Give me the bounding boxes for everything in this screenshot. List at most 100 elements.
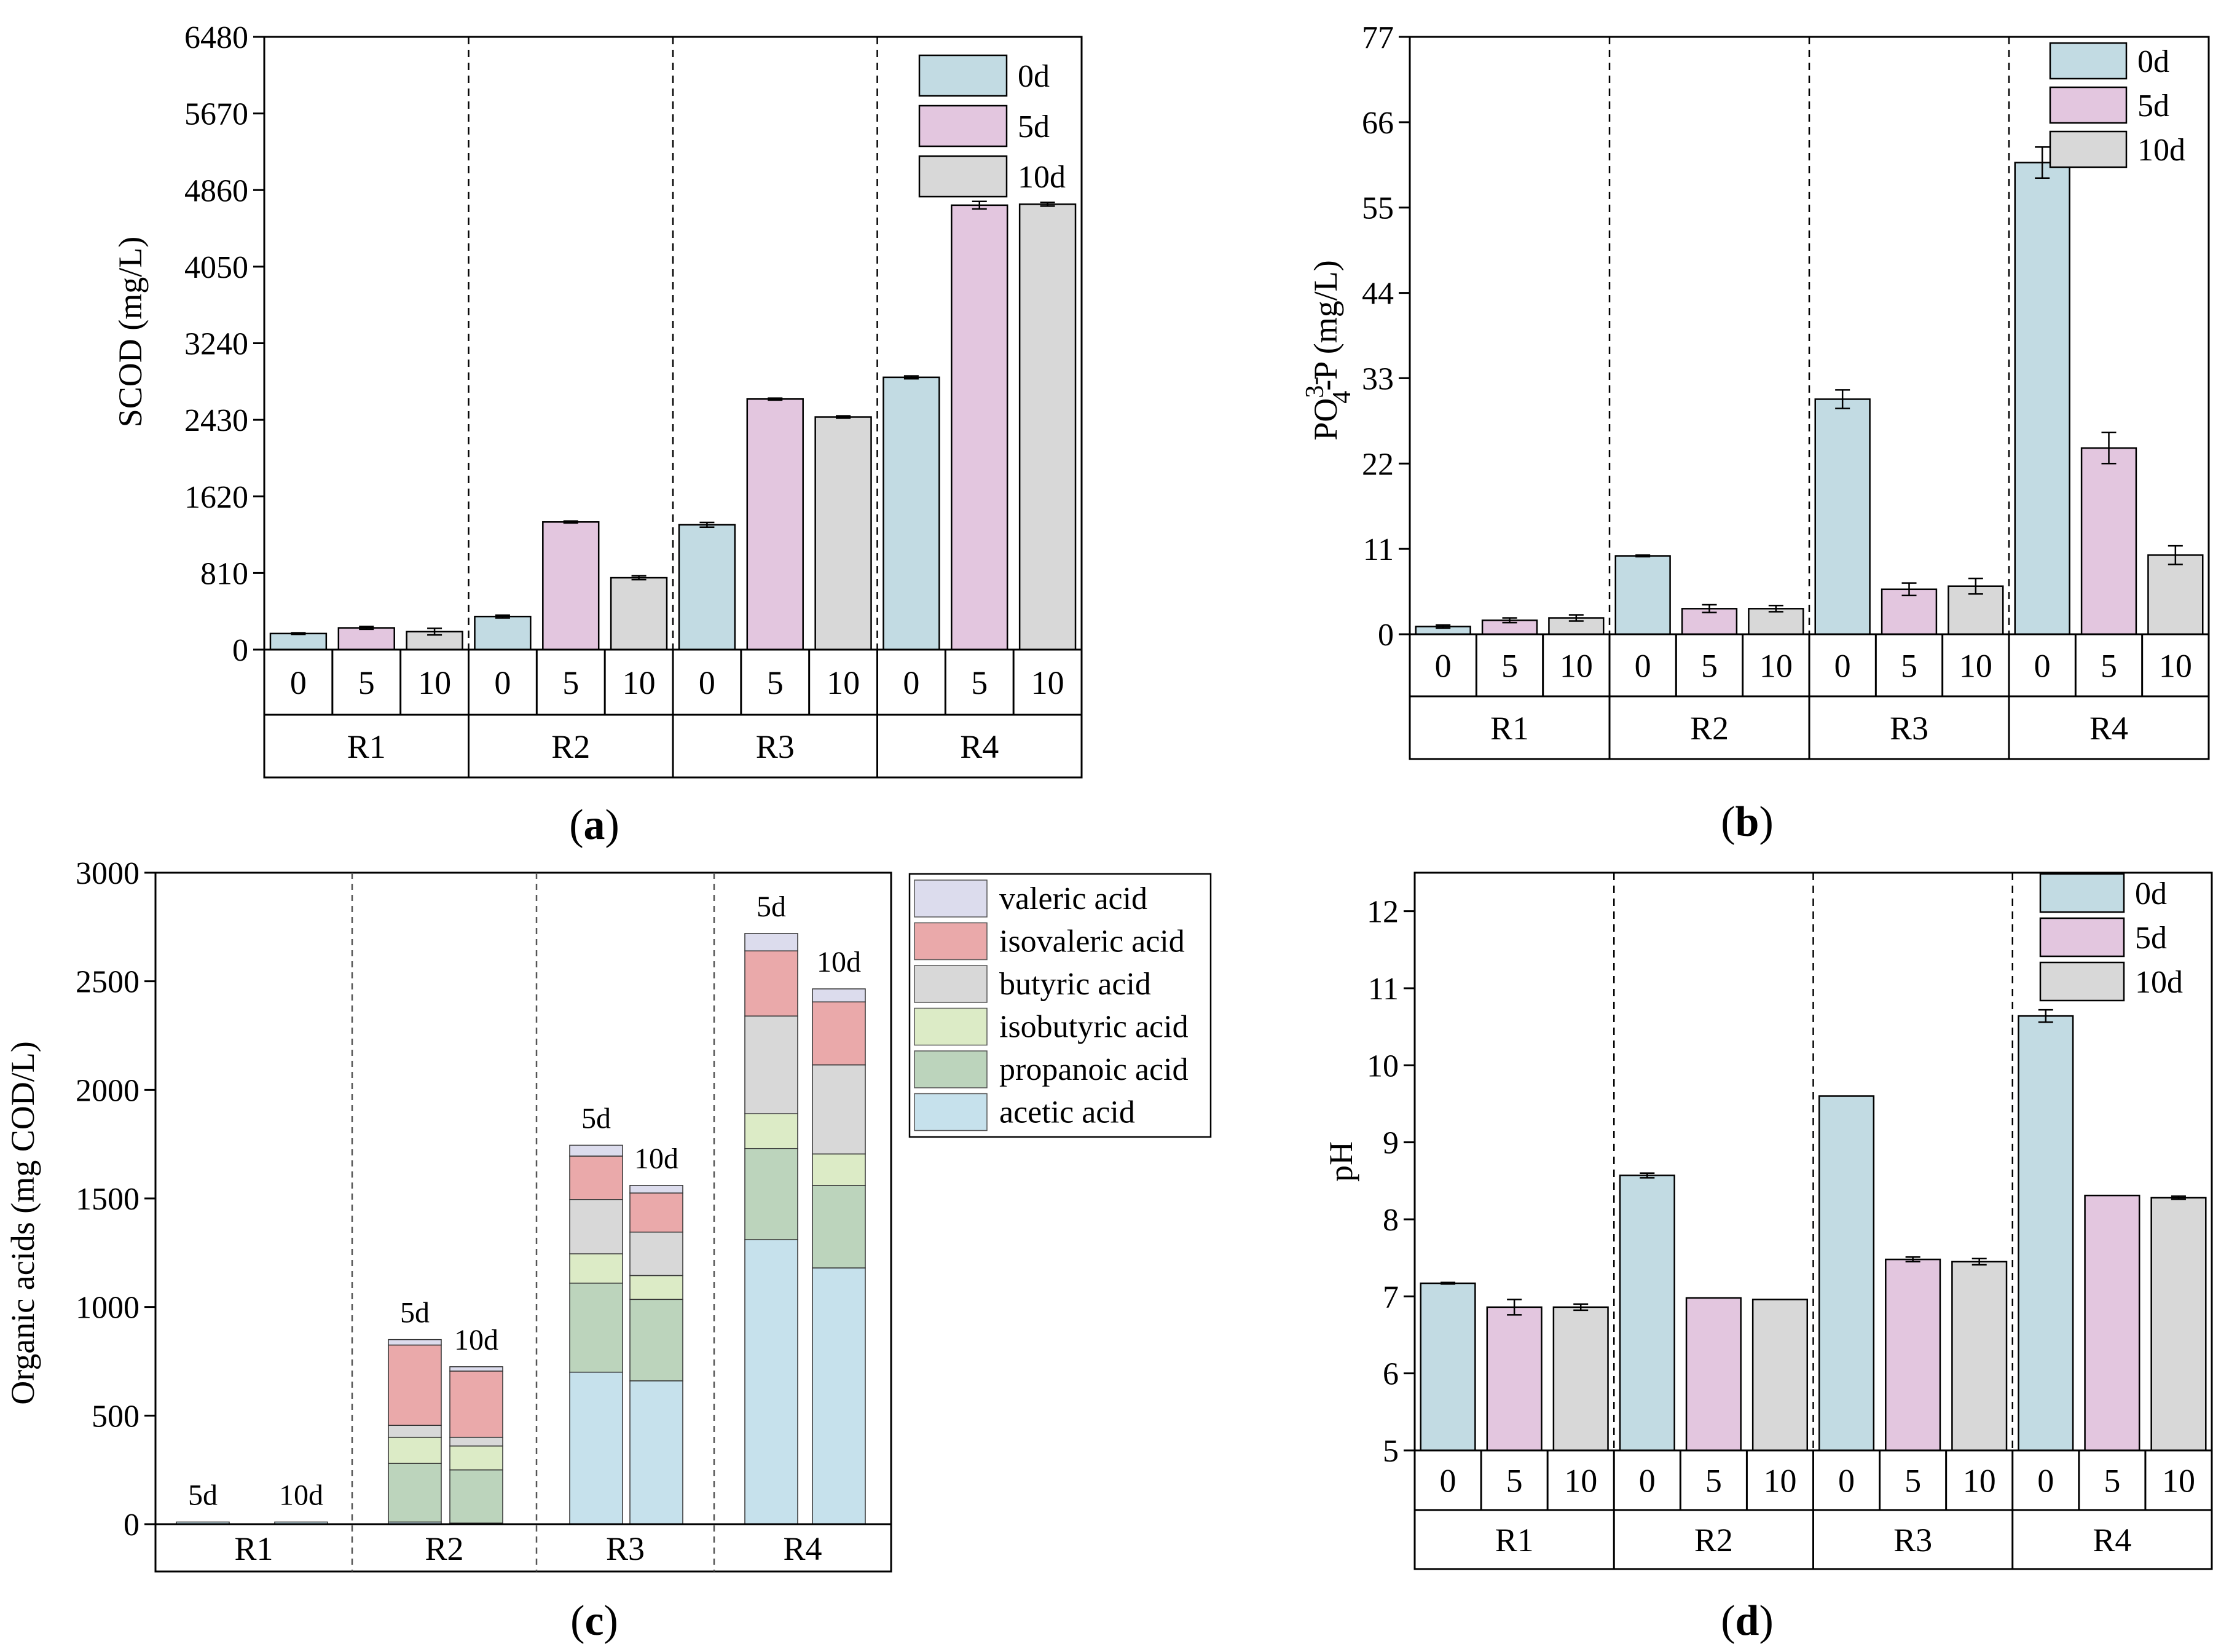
y-tick-label: 5 (1383, 1434, 1399, 1469)
x-tick-label: 0 (290, 664, 307, 701)
x-tick-label: 0 (1440, 1463, 1456, 1500)
x-tick-label: 5 (971, 664, 988, 701)
x-tick-label: 5 (2104, 1463, 2120, 1500)
x-tick-label: 5 (1701, 648, 1718, 685)
category-table: 0 5 10 R1 0 5 10 R2 0 5 10 R3 0 5 10 R4 (263, 648, 1083, 779)
bar-R2-10d-isobutyric-acid (449, 1446, 503, 1471)
legend: valeric acid isovaleric acid butyric acid i… (908, 873, 1212, 1138)
bar-day-label: 5d (188, 1479, 218, 1511)
bar-R1-0d (1420, 1282, 1476, 1452)
group-separators (1613, 873, 2013, 1450)
group-label: R1 (1495, 1522, 1534, 1559)
bar-R1-0d (269, 632, 328, 651)
legend-label: 5d (1018, 109, 1050, 144)
bar-R2-5d-butyric-acid (388, 1425, 442, 1438)
y-axis-ticks: 5 6 7 8 9 10 11 12 (1367, 895, 1415, 1469)
bar-R3-10d-butyric-acid (629, 1232, 683, 1276)
legend-swatch (914, 965, 988, 1003)
y-tick-label: 7 (1383, 1280, 1399, 1315)
y-axis-title-sup: 3- (1301, 377, 1329, 398)
legend-label: 10d (2137, 133, 2185, 168)
panel-label-b: (b) (1721, 798, 1774, 846)
bar-R4-10d-propanoic-acid (812, 1185, 866, 1268)
legend-swatch (914, 1007, 988, 1046)
group-label: R1 (234, 1530, 273, 1567)
bar-R4-10d (2150, 1197, 2207, 1452)
x-tick-label: 10 (1564, 1463, 1597, 1500)
y-tick-label: 44 (1362, 277, 1394, 312)
y-tick-label: 3240 (184, 327, 248, 362)
x-tick-label: 5 (2101, 648, 2117, 685)
legend-label: 0d (1018, 59, 1050, 94)
bar-R4-10d-isovaleric-acid (812, 1001, 866, 1066)
y-axis-ticks: 0 810 1620 2430 3240 4050 4860 5670 6480 (184, 20, 264, 668)
bar-R3-10d-isovaleric-acid (629, 1192, 683, 1233)
bar-R3-10d-propanoic-acid (629, 1299, 683, 1382)
x-tick-label: 10 (418, 664, 451, 701)
y-tick-label: 6480 (184, 20, 248, 55)
bar-R2-5d (542, 521, 600, 651)
bar-R3-5d-butyric-acid (569, 1199, 623, 1254)
bars (269, 200, 1077, 651)
bar-R2-0d (474, 615, 532, 651)
bar-day-label: 10d (634, 1143, 678, 1175)
bar-R3-5d-isobutyric-acid (569, 1253, 623, 1284)
group-label: R4 (783, 1530, 822, 1567)
legend-label: isovaleric acid (999, 924, 1185, 959)
bar-R4-5d (2080, 447, 2137, 635)
bar-R2-5d-propanoic-acid (388, 1463, 442, 1523)
y-tick-label: 22 (1362, 447, 1394, 482)
bar-R4-5d-acetic-acid (744, 1239, 798, 1525)
panel-label-a: (a) (569, 801, 619, 849)
group-label: R3 (756, 728, 795, 765)
x-tick-label: 0 (494, 664, 511, 701)
bar-R3-0d (678, 524, 736, 651)
y-axis-title: SCOD (mg/L) (112, 237, 149, 428)
group-label: R2 (551, 728, 590, 765)
x-tick-label: 10 (1963, 1463, 1996, 1500)
y-tick-label: 2430 (184, 403, 248, 438)
y-tick-label: 0 (232, 633, 248, 668)
x-tick-label: 10 (2159, 648, 2192, 685)
bar-R3-0d (1814, 398, 1871, 635)
bar-R3-10d (1951, 1261, 2008, 1452)
group-separators (1608, 37, 2010, 634)
legend: 0d 5d 10d (2049, 42, 2185, 168)
bar-R3-5d-valeric-acid (569, 1144, 623, 1157)
category-table: R1 R2 R3 R4 (155, 1523, 891, 1567)
bar-R2-5d-valeric-acid (388, 1339, 442, 1346)
legend-frame (908, 873, 1212, 1138)
bar-R2-10d (1748, 608, 1804, 635)
bar-R4-5d-propanoic-acid (744, 1147, 798, 1240)
y-tick-label: 1500 (76, 1182, 140, 1217)
bar-day-label: 5d (400, 1297, 430, 1329)
bar-R2-0d (1614, 555, 1671, 635)
bar-day-label: 10d (454, 1324, 498, 1356)
legend-swatch (2049, 86, 2128, 124)
bar-R4-10d-isobutyric-acid (812, 1153, 866, 1186)
y-tick-label: 12 (1367, 895, 1399, 930)
x-tick-label: 5 (358, 664, 375, 701)
group-separators (351, 873, 715, 1571)
bar-R2-5d-isobutyric-acid (388, 1436, 442, 1464)
bar-R4-5d (951, 204, 1008, 651)
group-label: R4 (2093, 1522, 2131, 1559)
x-tick-label: 5 (562, 664, 579, 701)
x-tick-label: 5 (1506, 1463, 1523, 1500)
bar-R3-10d-valeric-acid (629, 1185, 683, 1194)
bar-R3-10d (814, 416, 872, 651)
legend-label: acetic acid (999, 1095, 1135, 1130)
bar-R2-10d-propanoic-acid (449, 1469, 503, 1524)
y-tick-label: 8 (1383, 1203, 1399, 1238)
y-tick-label: 4860 (184, 173, 248, 208)
legend-swatch (2049, 42, 2128, 80)
x-tick-label: 0 (1834, 648, 1851, 685)
panel-label-d: (d) (1721, 1597, 1774, 1645)
legend: 0d 5d 10d (918, 54, 1066, 198)
group-label: R3 (606, 1530, 645, 1567)
y-axis-title-sub: 4 (1328, 391, 1356, 404)
x-tick-label: 0 (903, 664, 919, 701)
